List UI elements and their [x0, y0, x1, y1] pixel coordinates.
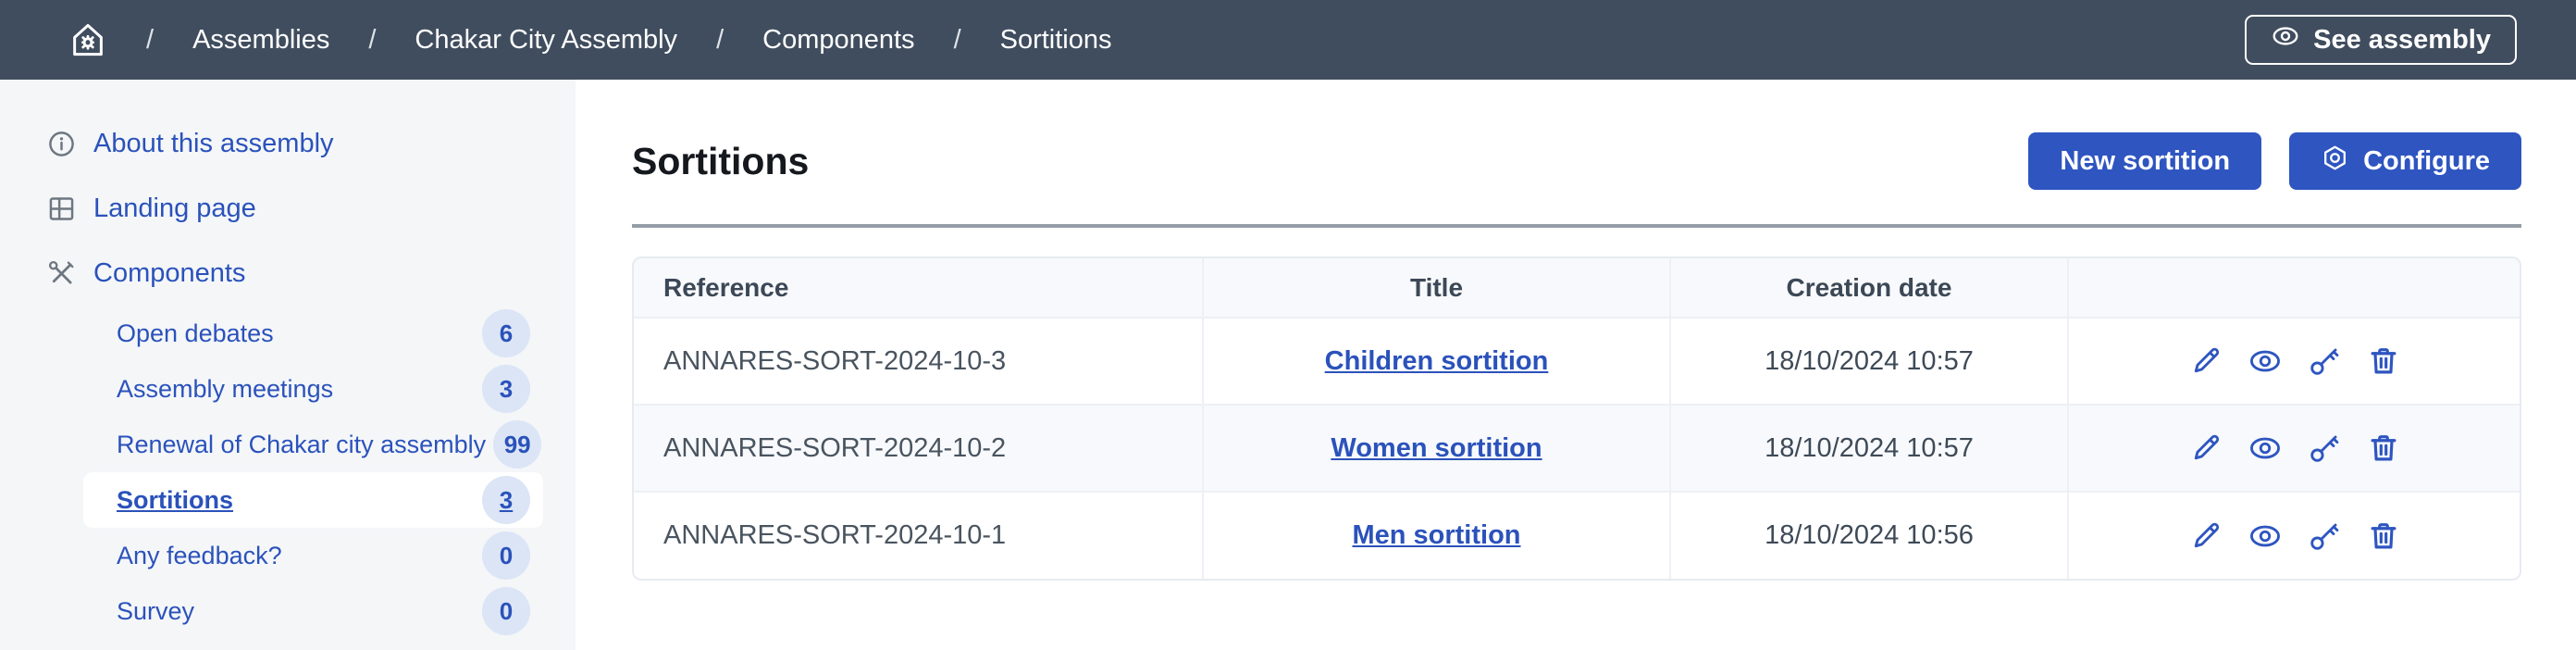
- column-header-creation-date: Creation date: [1670, 258, 2069, 319]
- sidebar: About this assembly Landing page Compo: [0, 80, 576, 650]
- tools-icon: [46, 258, 77, 289]
- sortition-title-link[interactable]: Women sortition: [1331, 432, 1542, 463]
- home-icon[interactable]: [68, 20, 107, 59]
- layout-icon: [46, 194, 77, 224]
- table-header-row: Reference Title Creation date: [634, 258, 2520, 319]
- permissions-button[interactable]: [2307, 519, 2342, 554]
- eye-icon: [2249, 525, 2280, 546]
- count-badge: 6: [482, 309, 530, 357]
- pencil-icon: [2194, 434, 2219, 460]
- permissions-button[interactable]: [2307, 431, 2342, 466]
- edit-button[interactable]: [2188, 344, 2223, 379]
- count-badge: 3: [482, 365, 530, 413]
- configure-label: Configure: [2363, 145, 2490, 176]
- sidebar-item-label: About this assembly: [93, 128, 334, 158]
- trash-icon: [2371, 435, 2396, 461]
- sidebar-item-survey[interactable]: Survey 0: [83, 583, 543, 639]
- sidebar-item-label: Components: [93, 257, 246, 288]
- count-badge: 0: [482, 531, 530, 580]
- sidebar-item-about-assembly[interactable]: About this assembly: [0, 111, 576, 176]
- preview-button[interactable]: [2248, 519, 2283, 554]
- pencil-icon: [2194, 347, 2219, 373]
- title-divider: [632, 224, 2521, 228]
- count-badge: 0: [482, 587, 530, 635]
- table-row: ANNARES-SORT-2024-10-2 Women sortition 1…: [634, 404, 2520, 492]
- count-badge: 99: [493, 420, 542, 469]
- gear-icon: [2321, 144, 2349, 180]
- count-badge: 3: [482, 476, 530, 524]
- sortition-title-link[interactable]: Children sortition: [1324, 345, 1549, 376]
- delete-button[interactable]: [2366, 519, 2401, 554]
- sidebar-item-label: Assembly meetings: [117, 374, 334, 403]
- reference-cell: ANNARES-SORT-2024-10-1: [634, 491, 1204, 579]
- delete-button[interactable]: [2366, 431, 2401, 466]
- edit-button[interactable]: [2188, 519, 2223, 554]
- eye-icon: [2271, 21, 2300, 58]
- sidebar-item-label: Sortitions: [117, 485, 233, 514]
- preview-button[interactable]: [2248, 431, 2283, 466]
- breadcrumb-separator: /: [146, 24, 155, 55]
- page-title: Sortitions: [632, 140, 810, 182]
- column-header-actions: [2068, 258, 2520, 319]
- sidebar-item-components[interactable]: Components: [0, 241, 576, 306]
- sidebar-item-label: Renewal of Chakar city assembly: [117, 430, 487, 458]
- sidebar-item-label: Survey: [117, 596, 195, 625]
- sidebar-item-label: Any feedback?: [117, 541, 282, 569]
- breadcrumb-chakar-city-assembly[interactable]: Chakar City Assembly: [415, 24, 678, 55]
- breadcrumb-assemblies[interactable]: Assemblies: [192, 24, 330, 55]
- breadcrumb-separator: /: [368, 24, 377, 55]
- sidebar-item-assembly-meetings[interactable]: Assembly meetings 3: [83, 361, 543, 417]
- reference-cell: ANNARES-SORT-2024-10-2: [634, 404, 1204, 492]
- breadcrumb-components[interactable]: Components: [762, 24, 915, 55]
- new-sortition-label: New sortition: [2060, 145, 2231, 176]
- creation-date-cell: 18/10/2024 10:56: [1670, 491, 2069, 579]
- permissions-button[interactable]: [2307, 344, 2342, 379]
- delete-button[interactable]: [2366, 344, 2401, 379]
- see-assembly-label: See assembly: [2313, 24, 2491, 55]
- sidebar-item-any-feedback[interactable]: Any feedback? 0: [83, 528, 543, 583]
- new-sortition-button[interactable]: New sortition: [2028, 132, 2262, 190]
- key-icon: [2310, 435, 2338, 462]
- preview-button[interactable]: [2248, 344, 2283, 379]
- topbar: / Assemblies / Chakar City Assembly / Co…: [0, 0, 2576, 80]
- eye-icon: [2249, 350, 2280, 372]
- see-assembly-button[interactable]: See assembly: [2245, 15, 2517, 65]
- breadcrumb-separator: /: [953, 24, 961, 55]
- creation-date-cell: 18/10/2024 10:57: [1670, 318, 2069, 405]
- main-content: Sortitions New sortition Configure: [576, 80, 2576, 650]
- breadcrumb-sortitions[interactable]: Sortitions: [999, 24, 1112, 55]
- sidebar-item-label: Open debates: [117, 319, 274, 347]
- key-icon: [2310, 523, 2338, 550]
- breadcrumb: / Assemblies / Chakar City Assembly / Co…: [68, 20, 1112, 59]
- breadcrumb-separator: /: [716, 24, 724, 55]
- column-header-reference: Reference: [634, 258, 1204, 319]
- pencil-icon: [2194, 522, 2219, 547]
- sortition-title-link[interactable]: Men sortition: [1352, 520, 1521, 550]
- key-icon: [2310, 348, 2338, 375]
- sortitions-table: Reference Title Creation date ANNARES-SO…: [632, 256, 2521, 581]
- sidebar-item-label: Landing page: [93, 193, 256, 223]
- trash-icon: [2371, 348, 2396, 374]
- reference-cell: ANNARES-SORT-2024-10-3: [634, 318, 1204, 405]
- info-icon: [46, 129, 77, 159]
- configure-button[interactable]: Configure: [2289, 132, 2521, 190]
- trash-icon: [2371, 522, 2396, 548]
- table-row: ANNARES-SORT-2024-10-1 Men sortition 18/…: [634, 491, 2520, 579]
- sidebar-item-landing-page[interactable]: Landing page: [0, 176, 576, 241]
- creation-date-cell: 18/10/2024 10:57: [1670, 404, 2069, 492]
- table-row: ANNARES-SORT-2024-10-3 Children sortitio…: [634, 318, 2520, 405]
- edit-button[interactable]: [2188, 431, 2223, 466]
- sidebar-item-open-debates[interactable]: Open debates 6: [83, 306, 543, 361]
- column-header-title: Title: [1203, 258, 1671, 319]
- sidebar-item-renewal-assembly[interactable]: Renewal of Chakar city assembly 99: [83, 417, 543, 472]
- eye-icon: [2249, 437, 2280, 459]
- sidebar-item-sortitions[interactable]: Sortitions 3: [83, 472, 543, 528]
